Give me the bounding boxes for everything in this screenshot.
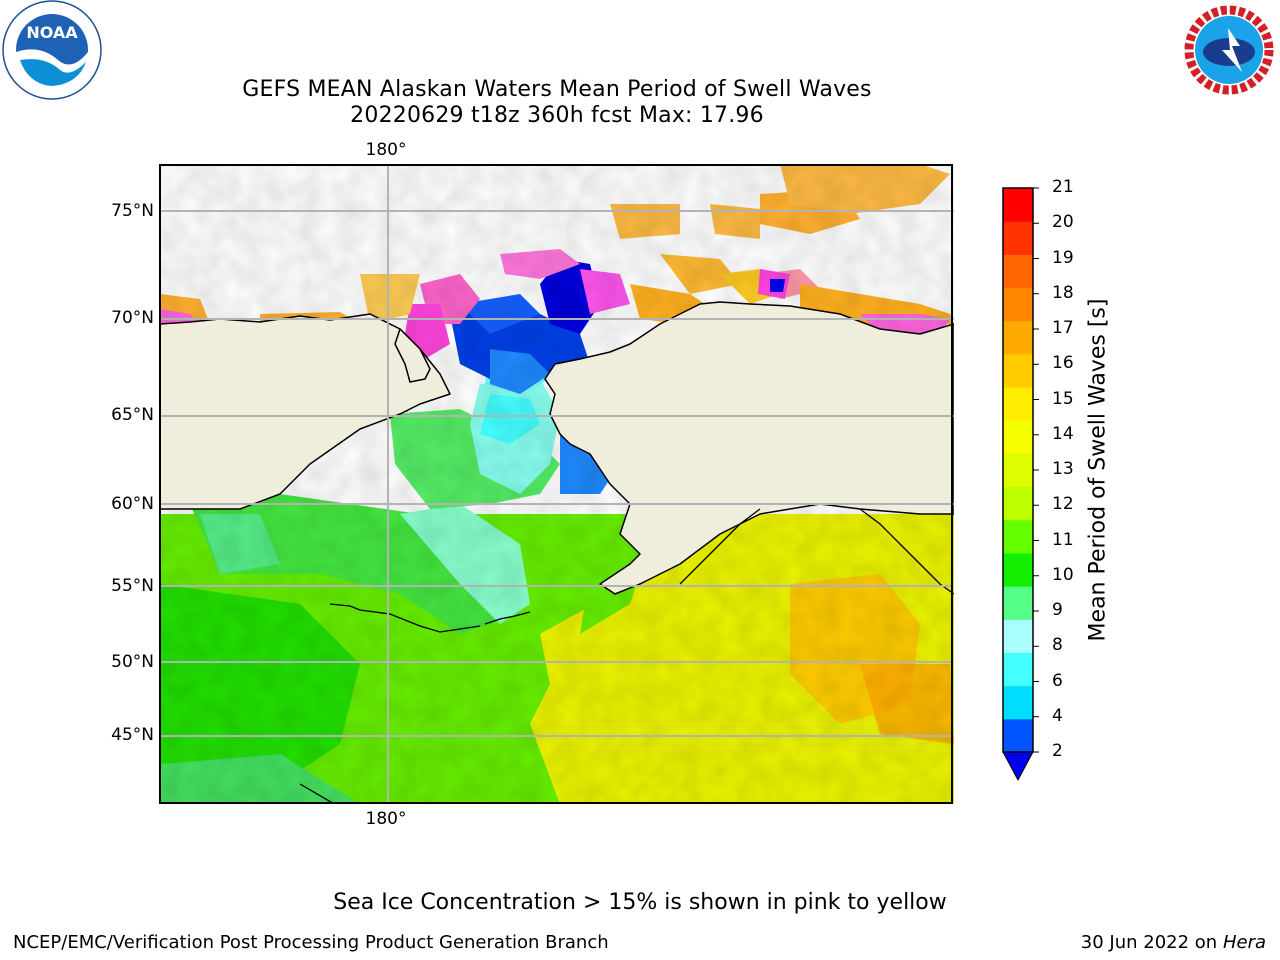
- colorbar-tick-label: 11: [1052, 529, 1074, 550]
- sea-ice-note: Sea Ice Concentration > 15% is shown in …: [333, 890, 947, 915]
- colorbar-band: [1003, 221, 1033, 255]
- colorbar-band: [1003, 287, 1033, 322]
- colorbar-band: [1003, 619, 1033, 653]
- colorbar-band: [1003, 188, 1033, 222]
- lat-label-75: 75°N: [111, 201, 154, 221]
- colorbar-band: [1003, 254, 1033, 289]
- colorbar-tick-label: 10: [1052, 564, 1074, 585]
- map-area: [160, 164, 954, 804]
- colorbar-band: [1003, 652, 1033, 687]
- colorbar-band: [1003, 453, 1033, 488]
- colorbar-band: [1003, 353, 1033, 388]
- lon-label-bottom: 180°: [365, 809, 407, 829]
- colorbar-tick-label: 8: [1052, 635, 1063, 656]
- colorbar-tick-label: 14: [1052, 423, 1074, 444]
- colorbar-tick-label: 9: [1052, 600, 1063, 620]
- colorbar-band: [1003, 586, 1033, 620]
- colorbar-band: [1003, 552, 1033, 587]
- graticule: [160, 164, 954, 804]
- lat-label-70: 70°N: [111, 308, 154, 328]
- lon-label-top: 180°: [365, 140, 407, 160]
- nws-logo: [1178, 0, 1280, 100]
- colorbar-tick-label: 13: [1052, 459, 1074, 479]
- colorbar-tick-label: 12: [1052, 494, 1074, 515]
- colorbar-tick-label: 6: [1052, 670, 1063, 691]
- colorbar-tick-label: 21: [1052, 177, 1074, 197]
- colorbar-tick-label: 4: [1052, 705, 1063, 726]
- colorbar: [1002, 187, 1039, 782]
- noaa-logo-text: NOAA: [26, 23, 78, 42]
- colorbar-tick-label: 17: [1052, 318, 1074, 338]
- chart-subtitle: 20220629 t18z 360h fcst Max: 17.96: [350, 103, 764, 128]
- footer-date-text: 30 Jun 2022 on: [1080, 932, 1218, 953]
- colorbar-tick-label: 18: [1052, 282, 1074, 303]
- noaa-logo: NOAA: [0, 0, 104, 100]
- colorbar-tick-label: 19: [1052, 247, 1074, 268]
- footer-machine: Hera: [1222, 932, 1266, 953]
- lat-label-65: 65°N: [111, 405, 154, 425]
- colorbar-band: [1003, 320, 1033, 355]
- chart-title: GEFS MEAN Alaskan Waters Mean Period of …: [242, 77, 872, 102]
- lat-label-45: 45°N: [111, 725, 154, 745]
- colorbar-tick-label: 20: [1052, 212, 1074, 233]
- colorbar-band: [1003, 420, 1033, 454]
- colorbar-tick-label: 15: [1052, 388, 1074, 409]
- colorbar-band: [1003, 387, 1033, 421]
- colorbar-band: [1003, 519, 1033, 554]
- lat-label-60: 60°N: [111, 494, 154, 514]
- footer-date: 30 Jun 2022 on Hera: [1081, 932, 1266, 953]
- lat-label-50: 50°N: [111, 652, 154, 672]
- colorbar-band: [1003, 718, 1033, 753]
- land: [160, 301, 954, 595]
- colorbar-band: [1003, 486, 1033, 521]
- footer-branch: NCEP/EMC/Verification Post Processing Pr…: [13, 932, 609, 953]
- lat-label-55: 55°N: [111, 576, 154, 596]
- colorbar-tick-label: 2: [1052, 741, 1063, 761]
- colorbar-tick-label: 16: [1052, 353, 1074, 374]
- colorbar-band: [1003, 685, 1033, 720]
